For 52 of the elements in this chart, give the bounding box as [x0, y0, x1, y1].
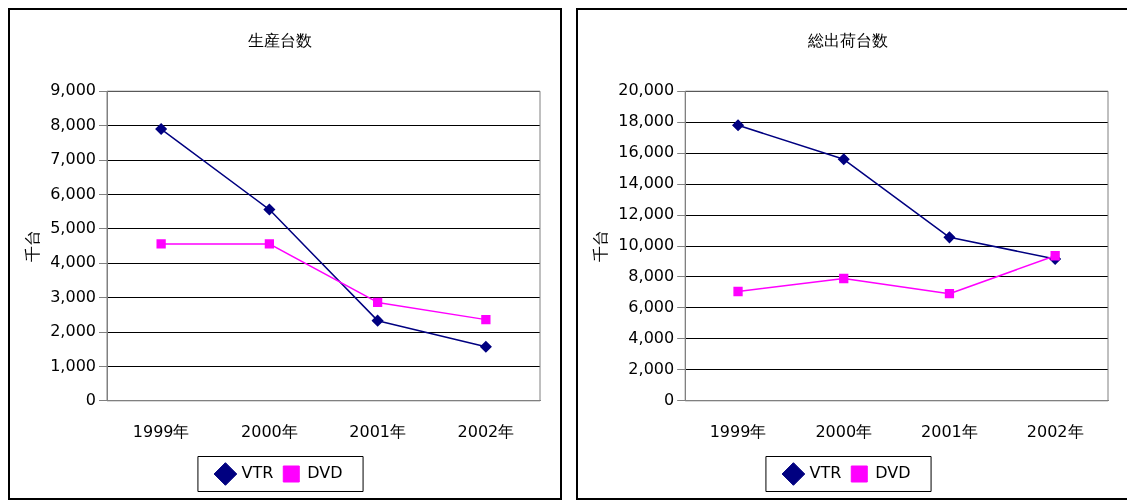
point	[733, 286, 743, 297]
point	[155, 123, 167, 135]
point	[1050, 251, 1060, 261]
point	[943, 231, 956, 244]
y-tick-label: 14,000	[618, 173, 675, 193]
y-tick-label: 4,000	[50, 252, 96, 272]
x-tick-label: 1999年	[132, 421, 190, 441]
y-axis-title: 千台	[590, 230, 610, 262]
y-tick-label: 7,000	[50, 149, 96, 169]
point	[263, 203, 276, 216]
legend-label: DVD	[875, 463, 911, 483]
chart-title: 生産台数	[248, 30, 312, 50]
point	[372, 297, 383, 308]
point	[480, 341, 492, 353]
point	[839, 273, 849, 284]
x-tick-label: 2002年	[457, 421, 515, 441]
x-tick-label: 2002年	[1026, 421, 1084, 441]
point	[156, 239, 166, 249]
x-tick-label: 2001年	[921, 421, 978, 441]
y-tick-label: 2,000	[628, 359, 675, 378]
y-tick-label: 8,000	[628, 266, 675, 286]
y-tick-label: 18,000	[618, 111, 675, 131]
x-tick-label: 2000年	[241, 421, 298, 441]
legend-label: VTR	[241, 463, 274, 483]
y-tick-label: 4,000	[628, 328, 675, 348]
legend-label: DVD	[307, 463, 343, 483]
y-tick-label: 1,000	[50, 355, 96, 375]
chart-title: 総出荷台数	[807, 30, 888, 50]
y-tick-label: 0	[664, 389, 675, 409]
y-tick-label: 12,000	[618, 204, 675, 224]
y-tick-label: 3,000	[50, 286, 96, 306]
y-tick-label: 9,000	[50, 80, 96, 100]
legend-label: VTR	[809, 463, 842, 483]
point	[264, 239, 275, 249]
x-tick-label: 1999年	[709, 421, 767, 441]
y-axis-title: 千台	[22, 230, 42, 262]
y-tick-label: 8,000	[50, 114, 96, 134]
y-tick-label: 20,000	[618, 80, 675, 100]
x-tick-label: 2001年	[349, 421, 406, 441]
point	[837, 153, 850, 166]
y-tick-label: 0	[85, 389, 96, 409]
x-tick-label: 2000年	[815, 421, 873, 441]
y-tick-label: 10,000	[618, 235, 675, 255]
y-tick-label: 16,000	[618, 142, 675, 162]
y-tick-label: 6,000	[50, 183, 96, 203]
point	[944, 289, 955, 299]
y-tick-label: 6,000	[628, 297, 675, 317]
point	[371, 314, 384, 327]
y-tick-label: 2,000	[50, 321, 96, 341]
point	[481, 314, 491, 325]
point	[732, 119, 744, 132]
y-tick-label: 5,000	[50, 217, 96, 237]
